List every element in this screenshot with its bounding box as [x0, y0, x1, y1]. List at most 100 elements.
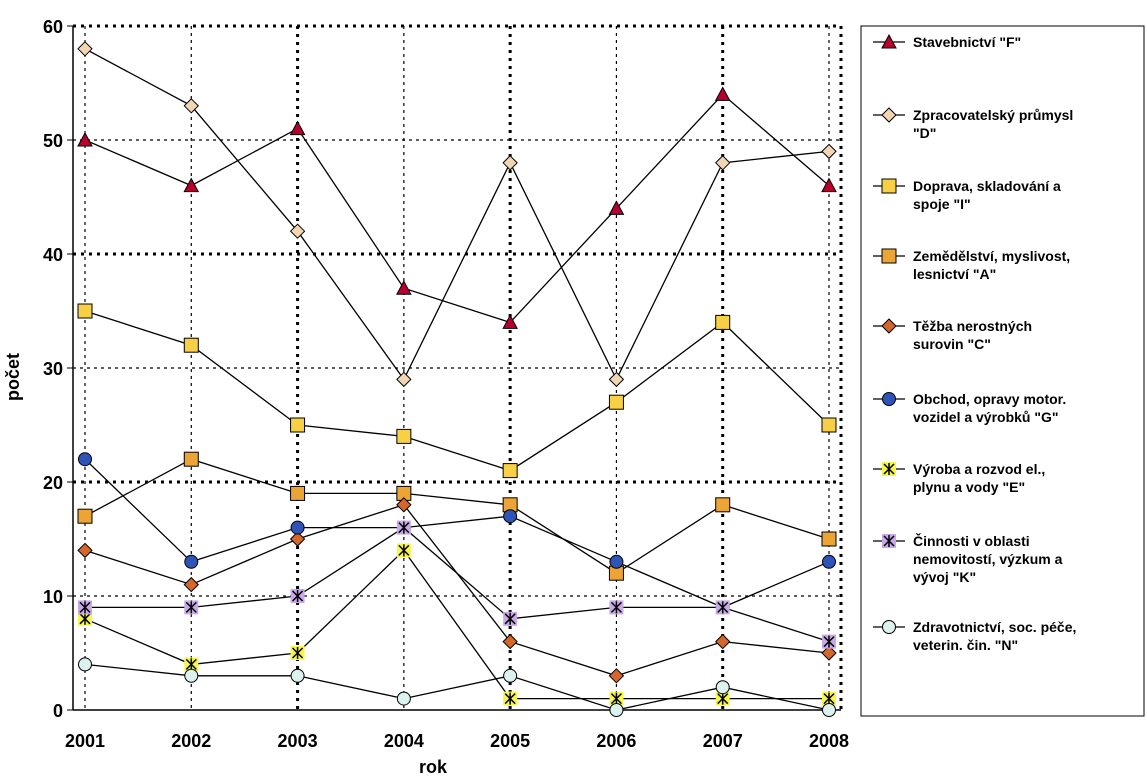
data-point — [822, 554, 836, 569]
data-point — [821, 645, 837, 661]
legend-label: Výroba a rozvod el., — [913, 461, 1045, 477]
data-point — [289, 223, 306, 239]
series-2 — [77, 41, 837, 388]
data-point — [290, 589, 305, 603]
legend-item-1: Stavebnictví "F" — [873, 33, 1021, 50]
series-line — [85, 526, 830, 643]
data-point — [183, 177, 200, 193]
data-point — [714, 86, 731, 101]
series-4 — [77, 451, 837, 581]
y-tick-label: 30 — [43, 359, 63, 379]
data-point — [183, 337, 199, 353]
data-point — [609, 554, 624, 569]
data-point — [396, 497, 412, 513]
data-point — [183, 98, 199, 114]
legend-box — [860, 25, 1145, 717]
series-1 — [77, 86, 837, 329]
legend-label: Stavebnictví "F" — [913, 34, 1021, 50]
data-point — [290, 668, 305, 683]
data-point — [715, 633, 731, 650]
data-point — [715, 314, 731, 330]
data-point — [715, 680, 730, 695]
series-line — [84, 458, 830, 574]
legend-label: Zemědělství, myslivost, — [913, 248, 1070, 264]
data-point — [78, 452, 92, 467]
data-point — [184, 600, 199, 615]
legend-items: Stavebnictví "F" Zpracovatelský průmysl "D… — [873, 33, 1076, 653]
legend-item-2: Zpracovatelský průmysl "D" — [873, 107, 1073, 141]
legend-label: Těžba nerostných — [913, 318, 1032, 334]
data-point — [77, 508, 93, 524]
data-point — [184, 657, 199, 672]
data-point — [290, 520, 305, 535]
x-tick-label: 2001 — [65, 731, 105, 751]
legend-item-3: Doprava, skladování a spoje "I" — [873, 178, 1061, 212]
data-point — [396, 280, 412, 295]
legend-marker — [882, 620, 896, 634]
data-point — [503, 691, 518, 706]
legend-label: Zpracovatelský průmysl — [913, 107, 1073, 123]
legend-marker — [881, 33, 897, 49]
y-tick-labels: 0 10 20 30 40 50 60 — [43, 17, 63, 721]
legend-label: vývoj "K" — [913, 569, 976, 585]
legend-marker — [881, 318, 897, 334]
data-point — [396, 428, 412, 444]
data-point — [77, 41, 93, 57]
data-point — [821, 143, 837, 160]
data-point — [609, 600, 624, 615]
series-8 — [78, 520, 836, 649]
data-point — [822, 634, 836, 649]
data-point — [715, 691, 730, 706]
data-point — [821, 531, 837, 547]
data-point — [77, 303, 93, 319]
data-point — [609, 691, 624, 706]
data-point — [608, 394, 624, 410]
data-point — [290, 417, 306, 433]
y-tick-label: 0 — [53, 701, 63, 721]
data-point — [396, 520, 411, 535]
series-3 — [77, 303, 837, 479]
x-tick-label: 2002 — [171, 731, 211, 751]
data-point — [396, 371, 412, 388]
series-7 — [78, 543, 836, 706]
legend-label: Obchod, opravy motor. — [913, 391, 1066, 407]
data-point — [77, 131, 93, 147]
data-point — [183, 576, 199, 593]
x-tick-label: 2005 — [490, 731, 530, 751]
data-point — [503, 509, 518, 524]
legend-marker — [881, 248, 897, 264]
data-point — [184, 554, 199, 569]
legend: Stavebnictví "F" Zpracovatelský průmysl "D… — [860, 25, 1145, 717]
legend-label: Doprava, skladování a — [913, 178, 1061, 194]
y-tick-label: 60 — [43, 17, 63, 37]
data-point — [502, 633, 518, 650]
data-point — [396, 543, 411, 558]
legend-label: lesnictví "A" — [913, 266, 996, 282]
series-line — [84, 48, 830, 381]
legend-label: Činnosti v oblasti — [913, 532, 1030, 549]
data-point — [609, 703, 624, 717]
series-line — [84, 310, 830, 472]
legend-item-5: Těžba nerostných surovin "C" — [873, 318, 1032, 352]
legend-label: Zdravotnictví, soc. péče, — [913, 619, 1076, 635]
data-point — [608, 371, 625, 388]
x-tick-label: 2004 — [384, 731, 424, 751]
series-line — [84, 93, 830, 324]
legend-label: nemovitostí, výzkum a — [913, 551, 1063, 567]
y-tick-label: 20 — [43, 473, 63, 493]
legend-label: plynu a vody "E" — [913, 479, 1025, 495]
x-tick-label: 2006 — [596, 731, 636, 751]
data-point — [821, 417, 837, 433]
data-point — [821, 177, 837, 193]
data-point — [396, 691, 411, 706]
data-point — [822, 703, 836, 717]
x-tick-label: 2003 — [278, 731, 318, 751]
data-point — [289, 531, 306, 547]
data-point — [503, 668, 518, 683]
legend-item-8: Činnosti v oblasti nemovitostí, výzkum a v… — [873, 532, 1063, 585]
data-point — [715, 497, 731, 513]
data-point — [715, 600, 730, 615]
data-point — [184, 668, 199, 683]
series-9 — [78, 657, 836, 717]
